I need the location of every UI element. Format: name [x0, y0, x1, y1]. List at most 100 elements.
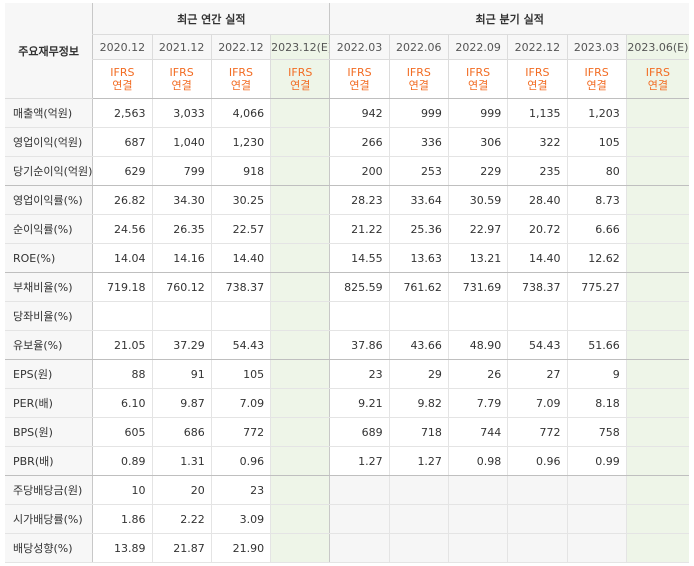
annual-cell: 21.90	[210, 533, 271, 563]
quarter-cell	[625, 272, 689, 302]
quarter-cell: 322	[507, 127, 567, 157]
quarter-cell	[507, 504, 567, 534]
quarter-cell: 26	[447, 359, 508, 389]
quarter-cell	[625, 504, 689, 534]
period-header: 2023.12(E)	[270, 34, 330, 60]
annual-cell: 91	[151, 359, 212, 389]
annual-cell	[210, 301, 271, 331]
annual-cell: 88	[92, 359, 153, 389]
standard-bottom: 연결	[408, 79, 429, 92]
annual-cell: 0.89	[92, 446, 153, 476]
annual-cell: 0.96	[210, 446, 271, 476]
table-row: ROE(%) 14.04 14.16 14.40 14.55 13.63 13.21 14.4…	[5, 243, 689, 273]
quarter-cell: 9.82	[388, 388, 449, 418]
annual-cell: 686	[151, 417, 212, 447]
quarter-cell: 825.59	[329, 272, 390, 302]
quarter-cell: 25.36	[388, 214, 449, 244]
quarter-cell	[625, 330, 689, 360]
annual-cell: 772	[210, 417, 271, 447]
quarter-cell	[625, 214, 689, 244]
annual-cell: 10	[92, 475, 153, 505]
quarter-cell	[507, 301, 567, 331]
annual-cell	[270, 475, 330, 505]
annual-cell: 799	[151, 156, 212, 186]
quarter-cell	[625, 156, 689, 186]
quarter-cell: 731.69	[447, 272, 508, 302]
quarter-cell	[625, 359, 689, 389]
quarter-cell	[507, 475, 567, 505]
standard-bottom: 연결	[647, 79, 669, 92]
period-header: 2022.09	[447, 34, 508, 60]
accounting-standard-label: IFRS 연결	[625, 59, 689, 99]
period-header: 2021.12	[151, 34, 212, 60]
annual-cell: 760.12	[151, 272, 212, 302]
annual-cell	[270, 417, 330, 447]
quarter-cell: 22.97	[447, 214, 508, 244]
annual-cell: 3.09	[210, 504, 271, 534]
quarter-cell: 0.99	[566, 446, 627, 476]
quarter-cell	[447, 504, 508, 534]
annual-cell: 738.37	[210, 272, 271, 302]
annual-cell: 54.43	[210, 330, 271, 360]
annual-cell: 20	[151, 475, 212, 505]
annual-cell: 14.40	[210, 243, 271, 273]
quarter-cell: 28.40	[507, 185, 567, 215]
annual-cell: 918	[210, 156, 271, 186]
annual-cell: 26.82	[92, 185, 153, 215]
table-row: 당기순이익(억원) 629 799 918 200 253 229 235 80	[5, 156, 689, 186]
table-row: 영업이익(억원) 687 1,040 1,230 266 336 306 322 105	[5, 127, 689, 157]
quarter-cell: 235	[507, 156, 567, 186]
quarter-cell: 12.62	[566, 243, 627, 273]
quarter-cell: 0.98	[447, 446, 508, 476]
standard-top: IFRS	[584, 66, 609, 79]
row-label: 주당배당금(원)	[5, 475, 93, 505]
annual-cell: 21.87	[151, 533, 212, 563]
row-label: 영업이익(억원)	[5, 127, 93, 157]
quarter-cell	[625, 98, 689, 128]
quarter-cell	[625, 388, 689, 418]
standard-bottom: 연결	[527, 79, 548, 92]
table-row: PBR(배) 0.89 1.31 0.96 1.27 1.27 0.98 0.96 0.99	[5, 446, 689, 476]
annual-cell	[270, 185, 330, 215]
quarter-cell: 744	[447, 417, 508, 447]
quarter-cell	[447, 301, 508, 331]
annual-cell: 34.30	[151, 185, 212, 215]
quarter-cell: 7.09	[507, 388, 567, 418]
standard-top: IFRS	[110, 66, 135, 79]
row-label: ROE(%)	[5, 243, 93, 273]
table-row: 영업이익률(%) 26.82 34.30 30.25 28.23 33.64 30.59 28…	[5, 185, 689, 215]
standard-top: IFRS	[406, 66, 431, 79]
quarter-cell: 229	[447, 156, 508, 186]
standard-bottom: 연결	[171, 79, 192, 92]
quarter-cell: 14.40	[507, 243, 567, 273]
accounting-standard-label: IFRS 연결	[210, 59, 271, 99]
standard-top: IFRS	[288, 66, 313, 79]
annual-cell: 3,033	[151, 98, 212, 128]
row-label: 매출액(억원)	[5, 98, 93, 128]
annual-cell	[270, 272, 330, 302]
annual-cell: 37.29	[151, 330, 212, 360]
quarter-cell	[625, 127, 689, 157]
standard-bottom: 연결	[112, 79, 133, 92]
quarter-cell: 6.66	[566, 214, 627, 244]
annual-cell	[270, 533, 330, 563]
quarter-cell: 54.43	[507, 330, 567, 360]
quarter-cell	[507, 533, 567, 563]
period-header: 2022.12	[210, 34, 271, 60]
quarter-cell	[566, 504, 627, 534]
quarter-cell: 772	[507, 417, 567, 447]
annual-cell: 1,040	[151, 127, 212, 157]
quarter-cell: 0.96	[507, 446, 567, 476]
annual-cell: 1,230	[210, 127, 271, 157]
table-row: 순이익률(%) 24.56 26.35 22.57 21.22 25.36 22.97 20.…	[5, 214, 689, 244]
period-header: 2022.06	[388, 34, 449, 60]
quarter-cell: 999	[388, 98, 449, 128]
standard-top: IFRS	[525, 66, 550, 79]
table-row: 당좌비율(%)	[5, 301, 689, 331]
annual-cell	[270, 127, 330, 157]
quarter-cell	[388, 301, 449, 331]
annual-cell: 719.18	[92, 272, 153, 302]
quarter-cell: 30.59	[447, 185, 508, 215]
quarter-cell: 37.86	[329, 330, 390, 360]
annual-cell: 1.31	[151, 446, 212, 476]
